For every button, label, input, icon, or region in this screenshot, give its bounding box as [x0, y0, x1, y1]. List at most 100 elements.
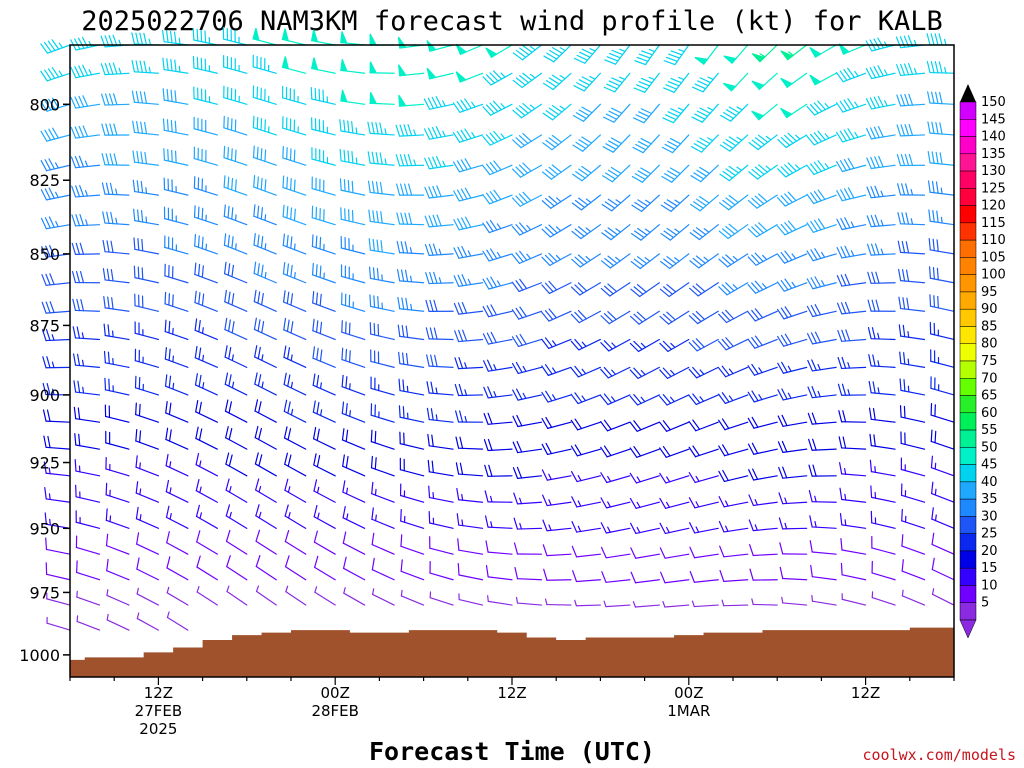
wind-barb: [282, 175, 307, 196]
wind-barb: [929, 321, 955, 341]
wind-barb: [282, 261, 307, 284]
wind-barb: [164, 263, 189, 284]
wind-barb: [162, 88, 189, 105]
wind-barb: [482, 359, 513, 372]
wind-barb: [166, 586, 189, 606]
colorbar-label: 100: [981, 268, 1006, 283]
wind-barb: [895, 35, 926, 49]
wind-barb: [163, 206, 189, 226]
wind-barb: [838, 43, 867, 55]
wind-barb: [226, 585, 248, 606]
wind-barb: [339, 148, 366, 166]
wind-barb: [570, 444, 602, 457]
wind-barb: [694, 44, 719, 65]
wind-barb: [511, 333, 543, 348]
wind-barb: [691, 600, 719, 608]
colorbar-swatch: [959, 464, 977, 483]
wind-barb: [484, 464, 513, 477]
wind-barb: [806, 331, 837, 345]
wind-barb: [132, 120, 159, 136]
wind-barb: [193, 146, 218, 166]
wind-barb: [931, 507, 955, 529]
wind-barb: [104, 377, 130, 396]
wind-barb: [511, 222, 543, 236]
wind-barb: [777, 440, 808, 454]
wind-barb: [751, 44, 778, 63]
wind-barb: [341, 347, 366, 368]
wind-barb: [398, 378, 425, 396]
wind-barb: [896, 93, 926, 107]
colorbar-label: 60: [981, 406, 998, 421]
wind-barb: [898, 324, 926, 341]
wind-barb: [194, 345, 218, 368]
wind-barb: [134, 293, 159, 312]
x-tick-label: 00Z: [321, 684, 350, 702]
wind-barb: [106, 558, 130, 581]
wind-barb: [629, 366, 660, 379]
wind-barb: [659, 445, 690, 458]
wind-barb: [807, 359, 837, 372]
wind-barb: [869, 459, 896, 477]
wind-barb: [283, 372, 307, 396]
colorbar-swatch: [959, 308, 977, 327]
wind-barb: [661, 164, 690, 183]
y-tick-label: 925: [29, 454, 60, 473]
wind-barb: [930, 429, 955, 450]
wind-barb: [341, 292, 366, 312]
wind-barb: [342, 531, 366, 555]
wind-barb: [453, 245, 484, 259]
wind-barb: [341, 320, 366, 341]
wind-barb: [105, 533, 130, 555]
wind-barb: [838, 462, 867, 477]
wind-barb: [75, 484, 101, 503]
y-tick-label: 800: [29, 95, 60, 114]
y-tick-label: 900: [29, 386, 60, 405]
wind-barb: [482, 304, 513, 318]
wind-barb: [399, 457, 425, 477]
wind-barb: [511, 162, 543, 178]
wind-barb: [136, 557, 159, 581]
wind-barb: [659, 366, 690, 379]
x-tick-label: 12Z: [497, 684, 526, 702]
wind-barb: [866, 125, 896, 140]
wind-barb: [311, 147, 336, 166]
wind-barb: [284, 452, 307, 477]
wind-barb: [483, 386, 513, 399]
wind-barb: [368, 238, 395, 255]
wind-barb: [396, 240, 425, 255]
wind-barb: [340, 264, 366, 284]
wind-barb: [135, 429, 159, 450]
colorbar-swatch: [959, 550, 977, 569]
wind-barb: [224, 399, 248, 423]
wind-barb: [312, 346, 336, 368]
wind-barb: [312, 318, 336, 341]
colorbar-swatch: [959, 239, 977, 258]
wind-barb: [131, 60, 159, 74]
wind-barb: [399, 431, 425, 450]
wind-barb: [927, 180, 955, 196]
wind-barb: [341, 428, 366, 450]
wind-barb: [255, 555, 277, 581]
wind-barb: [134, 348, 159, 368]
wind-barb: [543, 44, 572, 63]
wind-barb: [662, 601, 690, 608]
wind-barb: [513, 542, 543, 555]
wind-barb: [866, 185, 896, 199]
wind-barb: [43, 435, 71, 450]
wind-barb: [718, 496, 749, 508]
wind-barb: [195, 504, 218, 529]
wind-barb: [571, 545, 602, 558]
wind-barb: [929, 294, 955, 312]
wind-barb: [398, 64, 425, 77]
wind-barb: [541, 390, 572, 403]
wind-barb: [868, 407, 896, 423]
wind-barb: [896, 123, 926, 137]
wind-barb: [835, 67, 867, 83]
y-tick-label: 850: [29, 245, 60, 264]
wind-barb: [809, 540, 837, 555]
wind-barb: [541, 164, 572, 180]
wind-barb: [42, 356, 71, 369]
wind-barb: [223, 204, 248, 226]
wind-barb: [253, 233, 277, 255]
